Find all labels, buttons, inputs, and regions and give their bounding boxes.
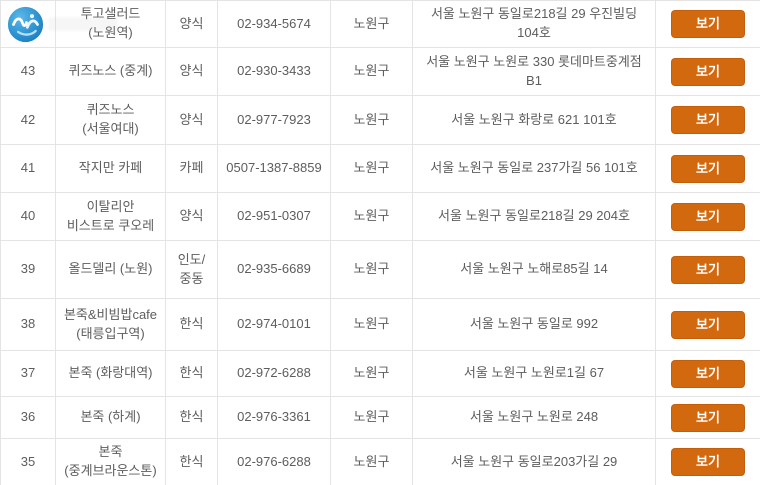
phone-number: 02-976-6288 xyxy=(217,438,331,485)
address-text: 서울 노원구 동일로 237가길 56 101호 xyxy=(412,144,656,193)
action-cell: 보기 xyxy=(655,396,760,439)
restaurant-name: 올드델리 (노원) xyxy=(55,240,166,299)
address-text: 서울 노원구 노원로 330 롯데마트중계점 B1 xyxy=(412,47,656,96)
restaurant-name: 본죽 (중계브라운스톤) xyxy=(55,438,166,485)
address-text: 서울 노원구 노원로 248 xyxy=(412,396,656,439)
district-name: 노원구 xyxy=(330,0,413,48)
district-name: 노원구 xyxy=(330,240,413,299)
cuisine-category: 양식 xyxy=(165,0,218,48)
cuisine-category: 양식 xyxy=(165,95,218,145)
action-cell: 보기 xyxy=(655,95,760,145)
address-text: 서울 노원구 노해로85길 14 xyxy=(412,240,656,299)
address-text: 서울 노원구 동일로 992 xyxy=(412,298,656,351)
cuisine-category: 한식 xyxy=(165,438,218,485)
row-number: 42 xyxy=(0,95,56,145)
action-cell: 보기 xyxy=(655,144,760,193)
address-text: 서울 노원구 동일로203가길 29 xyxy=(412,438,656,485)
table-row: 36 본죽 (하계) 한식 02-976-3361 노원구 서울 노원구 노원로… xyxy=(0,396,760,439)
cuisine-category: 한식 xyxy=(165,350,218,397)
view-button[interactable]: 보기 xyxy=(671,403,745,432)
table-row: 41 작지만 카페 카페 0507-1387-8859 노원구 서울 노원구 동… xyxy=(0,144,760,193)
address-text: 서울 노원구 노원로1길 67 xyxy=(412,350,656,397)
district-name: 노원구 xyxy=(330,350,413,397)
view-button[interactable]: 보기 xyxy=(671,10,745,38)
restaurant-name: 퀴즈노스 (중계) xyxy=(55,47,166,96)
table-row: 43 퀴즈노스 (중계) 양식 02-930-3433 노원구 서울 노원구 노… xyxy=(0,47,760,96)
district-name: 노원구 xyxy=(330,438,413,485)
action-cell: 보기 xyxy=(655,438,760,485)
view-button[interactable]: 보기 xyxy=(671,57,745,86)
view-button[interactable]: 보기 xyxy=(671,310,745,339)
view-button[interactable]: 보기 xyxy=(671,202,745,231)
table-row: 40 이탈리안 비스트로 쿠오레 양식 02-951-0307 노원구 서울 노… xyxy=(0,192,760,241)
action-cell: 보기 xyxy=(655,240,760,299)
cuisine-category: 한식 xyxy=(165,298,218,351)
action-cell: 보기 xyxy=(655,298,760,351)
district-name: 노원구 xyxy=(330,144,413,193)
phone-number: 02-972-6288 xyxy=(217,350,331,397)
cuisine-category: 양식 xyxy=(165,192,218,241)
address-text: 서울 노원구 동일로218길 29 204호 xyxy=(412,192,656,241)
view-button[interactable]: 보기 xyxy=(671,154,745,183)
restaurant-name: 작지만 카페 xyxy=(55,144,166,193)
row-number: 43 xyxy=(0,47,56,96)
view-button[interactable]: 보기 xyxy=(671,255,745,284)
row-number: 35 xyxy=(0,438,56,485)
faint-watermark xyxy=(48,17,118,31)
phone-number: 02-976-3361 xyxy=(217,396,331,439)
phone-number: 02-934-5674 xyxy=(217,0,331,48)
address-text: 서울 노원구 동일로218길 29 우진빌딩 104호 xyxy=(412,0,656,48)
cuisine-category: 양식 xyxy=(165,47,218,96)
action-cell: 보기 xyxy=(655,0,760,48)
table-row: 42 퀴즈노스 (서울여대) 양식 02-977-7923 노원구 서울 노원구… xyxy=(0,95,760,145)
table-row: 38 본죽&비빔밥cafe (태릉입구역) 한식 02-974-0101 노원구… xyxy=(0,298,760,351)
table-row: 35 본죽 (중계브라운스톤) 한식 02-976-6288 노원구 서울 노원… xyxy=(0,438,760,485)
action-cell: 보기 xyxy=(655,192,760,241)
table-row: 39 올드델리 (노원) 인도/중동 02-935-6689 노원구 서울 노원… xyxy=(0,240,760,299)
district-name: 노원구 xyxy=(330,298,413,351)
district-name: 노원구 xyxy=(330,396,413,439)
table-row: 투고샐러드 (노원역) 양식 02-934-5674 노원구 서울 노원구 동일… xyxy=(0,0,760,48)
row-number: 38 xyxy=(0,298,56,351)
restaurant-name: 퀴즈노스 (서울여대) xyxy=(55,95,166,145)
table-row: 37 본죽 (화랑대역) 한식 02-972-6288 노원구 서울 노원구 노… xyxy=(0,350,760,397)
phone-number: 02-930-3433 xyxy=(217,47,331,96)
district-name: 노원구 xyxy=(330,192,413,241)
district-name: 노원구 xyxy=(330,95,413,145)
cuisine-category: 인도/중동 xyxy=(165,240,218,299)
district-name: 노원구 xyxy=(330,47,413,96)
row-number: 40 xyxy=(0,192,56,241)
restaurant-name: 본죽 (화랑대역) xyxy=(55,350,166,397)
row-number: 41 xyxy=(0,144,56,193)
restaurant-name: 본죽 (하계) xyxy=(55,396,166,439)
row-number: 39 xyxy=(0,240,56,299)
action-cell: 보기 xyxy=(655,47,760,96)
phone-number: 02-974-0101 xyxy=(217,298,331,351)
view-button[interactable]: 보기 xyxy=(671,106,745,134)
view-button[interactable]: 보기 xyxy=(671,448,745,476)
row-number: 37 xyxy=(0,350,56,397)
restaurant-name: 본죽&비빔밥cafe (태릉입구역) xyxy=(55,298,166,351)
cuisine-category: 카페 xyxy=(165,144,218,193)
view-button[interactable]: 보기 xyxy=(671,359,745,388)
action-cell: 보기 xyxy=(655,350,760,397)
restaurant-name: 이탈리안 비스트로 쿠오레 xyxy=(55,192,166,241)
address-text: 서울 노원구 화랑로 621 101호 xyxy=(412,95,656,145)
row-number: 36 xyxy=(0,396,56,439)
phone-number: 02-935-6689 xyxy=(217,240,331,299)
phone-number: 0507-1387-8859 xyxy=(217,144,331,193)
phone-number: 02-977-7923 xyxy=(217,95,331,145)
phone-number: 02-951-0307 xyxy=(217,192,331,241)
cuisine-category: 한식 xyxy=(165,396,218,439)
